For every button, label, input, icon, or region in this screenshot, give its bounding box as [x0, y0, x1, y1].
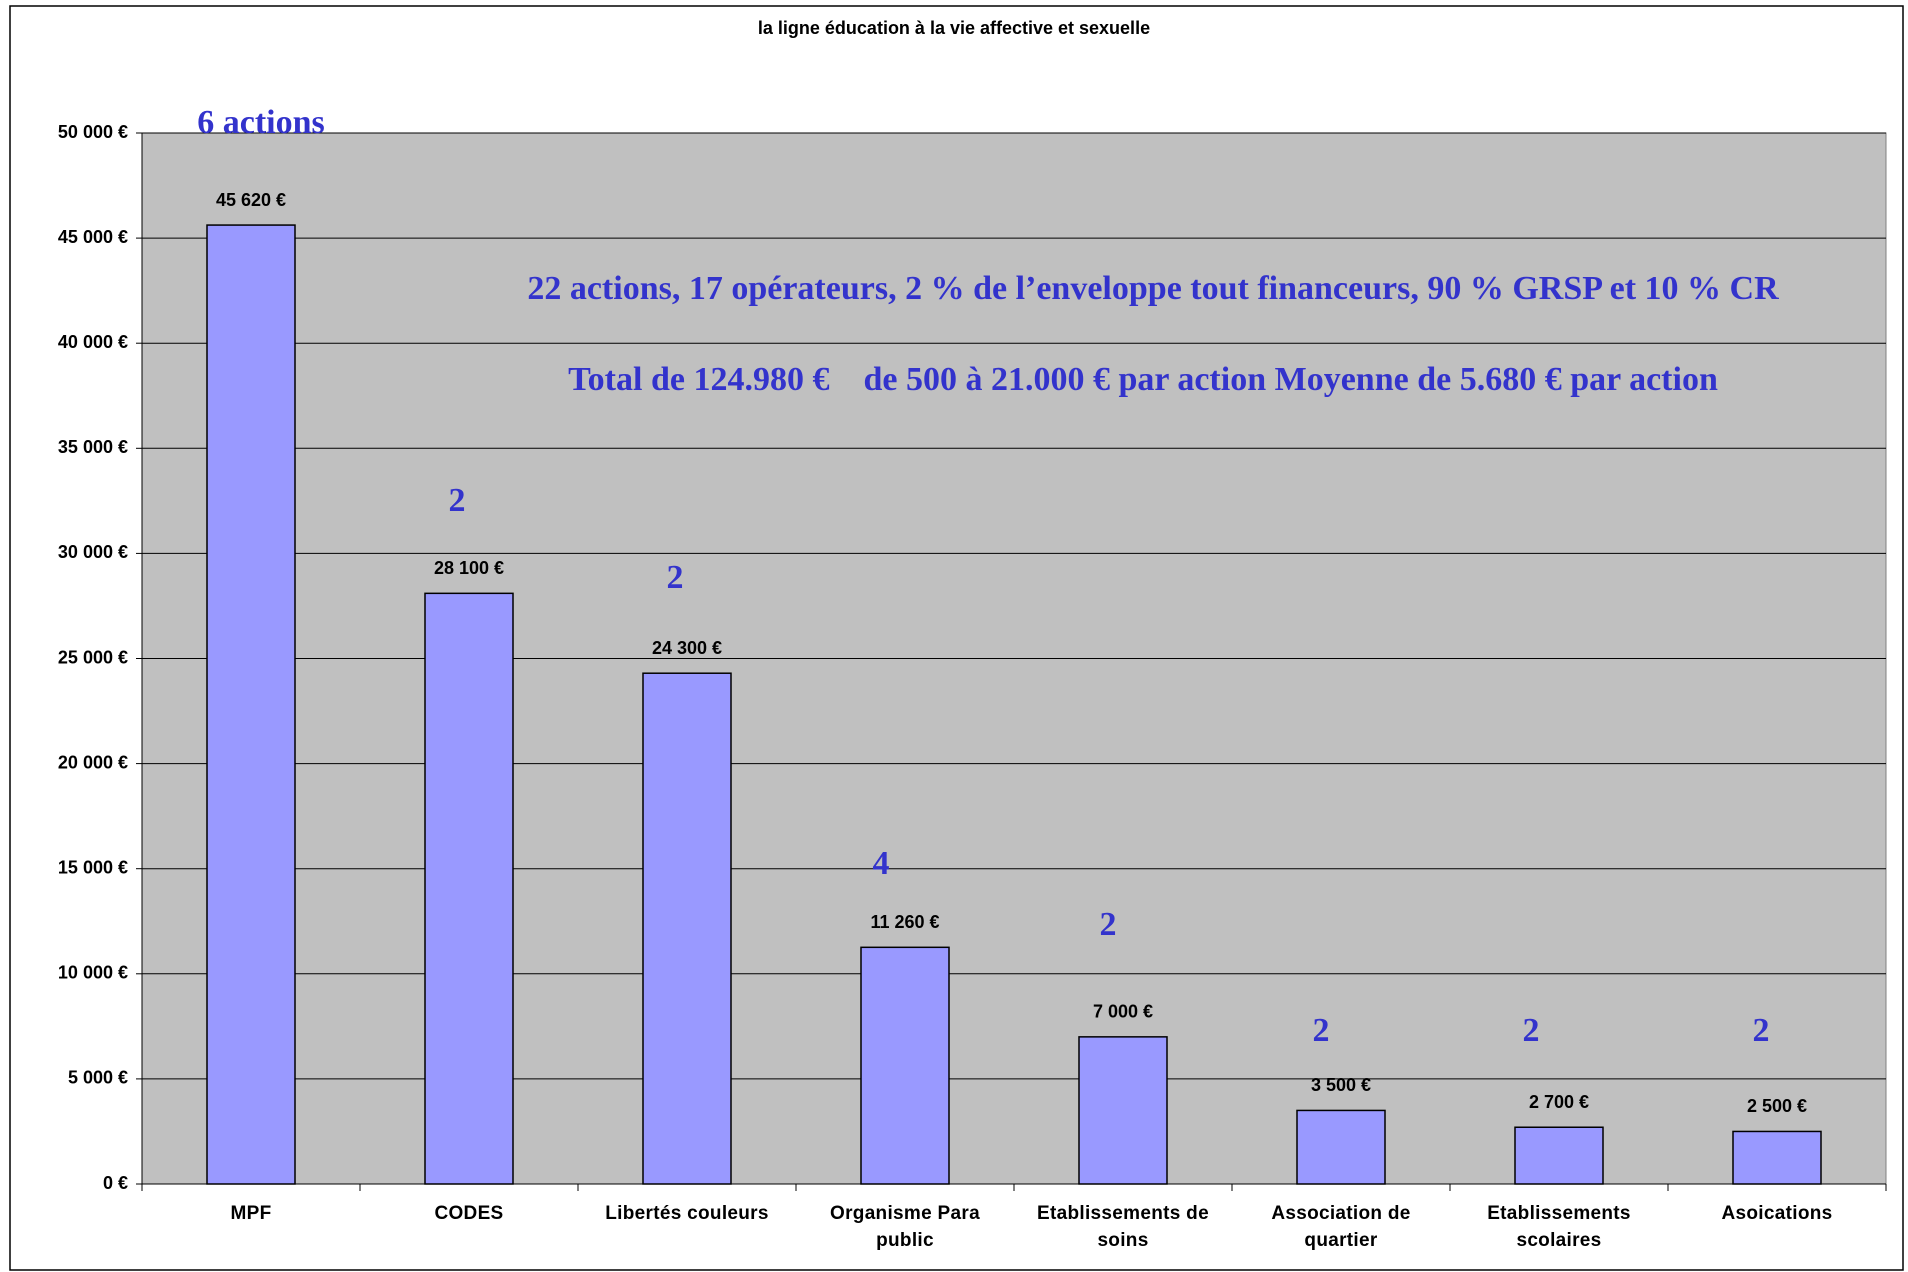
x-tick-label: Libertés couleurs [605, 1203, 769, 1224]
value-label: 2 500 € [1747, 1096, 1807, 1116]
value-label: 7 000 € [1093, 1002, 1153, 1022]
x-tick-label: Etablissements de soins [1037, 1203, 1209, 1251]
y-tick-label: 25 000 € [58, 647, 128, 667]
value-label: 3 500 € [1311, 1075, 1371, 1095]
x-tick-label: Asoications [1721, 1203, 1833, 1224]
x-tick-label: Etablissements scolaires [1487, 1203, 1631, 1251]
bar [206, 224, 296, 1185]
count-label: 2 [667, 559, 684, 596]
y-tick-label: 20 000 € [58, 752, 128, 772]
y-tick-label: 15 000 € [58, 857, 128, 877]
value-label: 11 260 € [870, 912, 939, 932]
bar [1732, 1130, 1822, 1185]
x-tick-label: CODES [434, 1203, 504, 1224]
chart-title: la ligne éducation à la vie affective et… [758, 18, 1150, 38]
count-label: 4 [873, 845, 890, 882]
bar [1296, 1109, 1386, 1185]
y-tick-label: 40 000 € [58, 332, 128, 352]
bar [424, 592, 514, 1185]
value-label: 24 300 € [652, 638, 722, 658]
bar [1514, 1126, 1604, 1185]
y-tick-label: 0 € [103, 1173, 128, 1193]
x-tick-label: MPF [230, 1203, 272, 1224]
value-label: 2 700 € [1529, 1092, 1589, 1112]
count-label: 2 [1523, 1012, 1540, 1049]
bar [860, 946, 950, 1185]
y-tick-label: 30 000 € [58, 542, 128, 562]
count-label: 6 actions [197, 104, 325, 141]
y-tick-label: 45 000 € [58, 227, 128, 247]
count-label: 2 [1313, 1012, 1330, 1049]
y-tick-label: 50 000 € [58, 122, 128, 142]
bar [1078, 1036, 1168, 1185]
y-tick-label: 10 000 € [58, 963, 128, 983]
bar [642, 672, 732, 1185]
count-label: 2 [1100, 906, 1117, 943]
y-tick-label: 35 000 € [58, 437, 128, 457]
annotation: Total de 124.980 € de 500 à 21.000 € par… [568, 361, 1718, 398]
count-label: 2 [449, 482, 466, 519]
annotation: 22 actions, 17 opérateurs, 2 % de l’enve… [527, 270, 1779, 307]
x-tick-label: Organisme Para public [830, 1203, 980, 1251]
y-tick-label: 5 000 € [68, 1068, 128, 1088]
value-label: 45 620 € [216, 190, 286, 210]
value-label: 28 100 € [434, 558, 504, 578]
x-tick-label: Association de quartier [1271, 1203, 1411, 1251]
count-label: 2 [1753, 1012, 1770, 1049]
